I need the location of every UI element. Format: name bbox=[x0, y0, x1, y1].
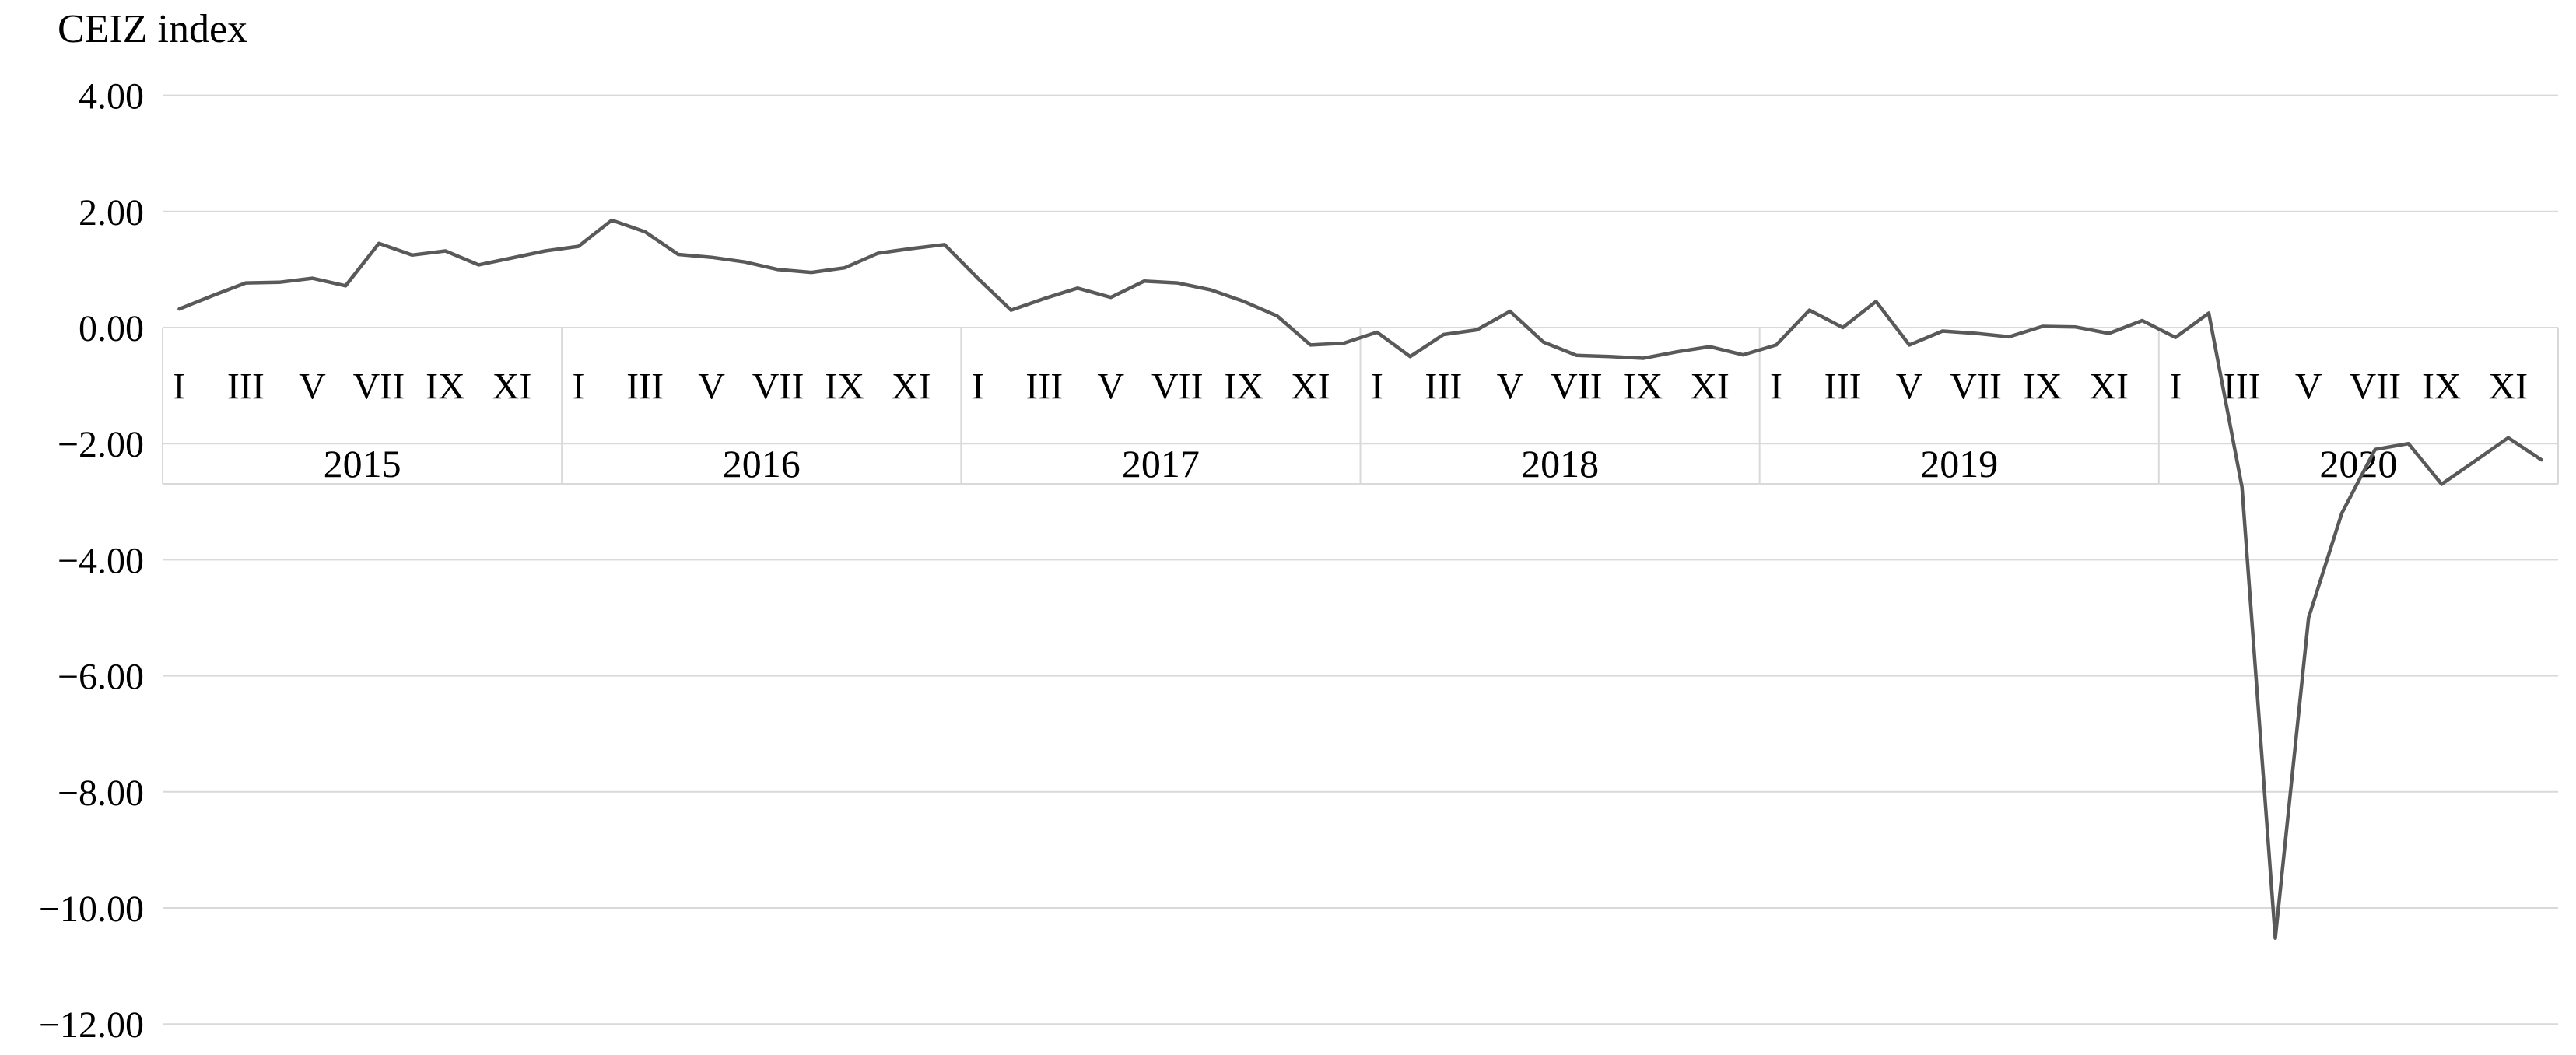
month-tick-label: V bbox=[1497, 366, 1524, 408]
month-tick-label: IX bbox=[2422, 366, 2462, 408]
month-tick-label: V bbox=[1097, 366, 1124, 408]
y-axis-tick-label: 2.00 bbox=[79, 192, 144, 233]
month-tick-label: V bbox=[698, 366, 725, 408]
month-tick-label: VII bbox=[353, 366, 405, 408]
month-tick-label: VII bbox=[2349, 366, 2401, 408]
month-tick-label: IX bbox=[1624, 366, 1663, 408]
month-tick-label: VII bbox=[1950, 366, 2002, 408]
y-axis-tick-label: −12.00 bbox=[39, 1004, 144, 1046]
year-label: 2019 bbox=[1920, 442, 1998, 485]
month-tick-label: VII bbox=[1551, 366, 1603, 408]
month-tick-label: V bbox=[1896, 366, 1923, 408]
month-tick-label: I bbox=[173, 366, 185, 408]
year-label: 2018 bbox=[1521, 442, 1599, 485]
month-tick-label: III bbox=[1025, 366, 1063, 408]
y-axis-tick-label: 0.00 bbox=[79, 308, 144, 349]
month-tick-label: IX bbox=[1224, 366, 1263, 408]
month-tick-label: XI bbox=[1291, 366, 1330, 408]
month-tick-label: I bbox=[1770, 366, 1782, 408]
month-tick-label: III bbox=[2224, 366, 2261, 408]
year-label: 2016 bbox=[723, 442, 801, 485]
chart-title: CEIZ index bbox=[58, 7, 248, 51]
y-axis-tick-label: −10.00 bbox=[39, 889, 144, 930]
month-tick-label: IX bbox=[426, 366, 465, 408]
ceiz-series-line bbox=[177, 218, 2543, 941]
month-tick-label: III bbox=[626, 366, 664, 408]
month-tick-label: XI bbox=[2089, 366, 2129, 408]
month-tick-label: III bbox=[1425, 366, 1462, 408]
y-axis-tick-label: −6.00 bbox=[58, 657, 144, 698]
year-label: 2017 bbox=[1122, 442, 1200, 485]
month-tick-label: V bbox=[299, 366, 326, 408]
month-tick-label: I bbox=[2169, 366, 2182, 408]
month-tick-label: IX bbox=[825, 366, 864, 408]
y-axis-tick-label: −2.00 bbox=[58, 424, 144, 465]
month-tick-label: V bbox=[2295, 366, 2322, 408]
month-tick-label: I bbox=[1371, 366, 1383, 408]
month-tick-label: XI bbox=[892, 366, 931, 408]
month-tick-label: I bbox=[573, 366, 585, 408]
month-tick-label: VII bbox=[752, 366, 804, 408]
month-tick-label: VII bbox=[1151, 366, 1204, 408]
month-tick-label: I bbox=[972, 366, 984, 408]
month-tick-label: III bbox=[1824, 366, 1862, 408]
y-axis-tick-label: 4.00 bbox=[79, 76, 144, 117]
month-tick-label: XI bbox=[2489, 366, 2529, 408]
month-tick-label: XI bbox=[492, 366, 532, 408]
month-tick-label: III bbox=[227, 366, 265, 408]
month-tick-label: XI bbox=[1690, 366, 1730, 408]
y-axis-tick-label: −8.00 bbox=[58, 773, 144, 814]
year-label: 2015 bbox=[324, 442, 401, 485]
month-tick-label: IX bbox=[2023, 366, 2063, 408]
y-axis-tick-label: −4.00 bbox=[58, 540, 144, 581]
